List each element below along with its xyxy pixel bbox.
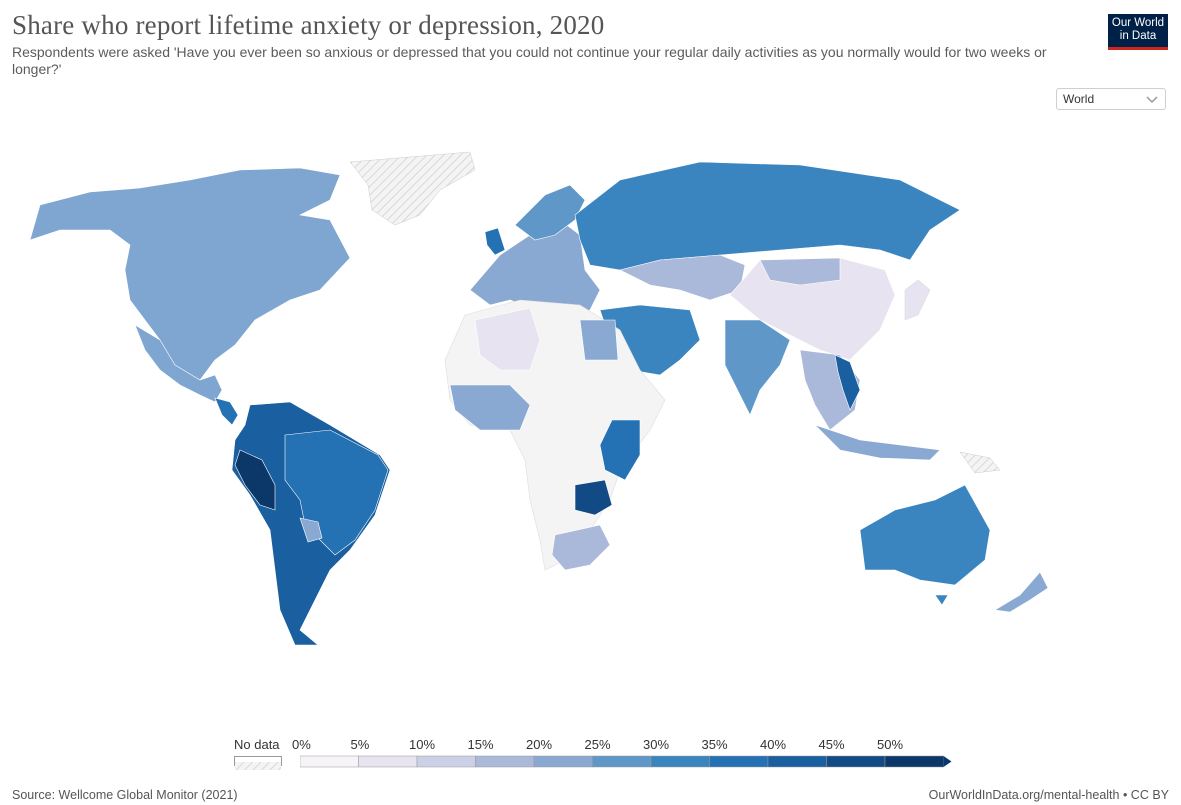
legend-no-data-label: No data: [234, 737, 280, 752]
legend-tick-label: 45%: [818, 737, 845, 752]
region-peru[interactable]: [234, 449, 276, 511]
legend-tick-label: 20%: [526, 737, 553, 752]
region-select[interactable]: World: [1056, 88, 1166, 110]
region-indonesia[interactable]: [814, 424, 941, 461]
legend-tick-label: 25%: [584, 737, 611, 752]
chevron-down-icon: [1146, 96, 1158, 104]
legend-bin[interactable]: [300, 755, 359, 768]
region-australia[interactable]: [859, 484, 991, 586]
legend-bin[interactable]: [767, 755, 827, 768]
legend-bin[interactable]: [475, 755, 535, 768]
legend-arrow-icon: [943, 756, 952, 767]
footer-url[interactable]: OurWorldInData.org/mental-health • CC BY: [928, 788, 1169, 802]
region-paraguay[interactable]: [299, 517, 323, 543]
region-central-america[interactable]: [214, 397, 239, 426]
region-vietnam[interactable]: [834, 354, 861, 411]
legend-tick-label: 15%: [467, 737, 494, 752]
owid-logo[interactable]: Our World in Data: [1108, 14, 1168, 50]
region-north-america[interactable]: [29, 167, 351, 381]
legend-bin[interactable]: [358, 755, 418, 768]
legend-bin[interactable]: [533, 755, 593, 768]
region-select-value: World: [1063, 92, 1095, 106]
region-south-africa[interactable]: [551, 524, 611, 571]
region-egypt[interactable]: [579, 319, 619, 361]
legend-bin[interactable]: [592, 755, 652, 768]
legend-tick-label: 0%: [292, 737, 311, 752]
legend-tick-label: 35%: [701, 737, 728, 752]
region-scandinavia[interactable]: [514, 184, 586, 241]
region-tasmania[interactable]: [934, 594, 949, 606]
region-greenland[interactable]: [349, 151, 476, 226]
region-mongolia[interactable]: [759, 257, 841, 286]
region-east-africa[interactable]: [599, 419, 641, 481]
legend-color-bar: [300, 755, 952, 768]
legend-bin[interactable]: [416, 755, 476, 768]
logo-line-1: Our World: [1111, 17, 1165, 29]
legend-tick-label: 50%: [877, 737, 904, 752]
region-india[interactable]: [724, 319, 791, 416]
source-text[interactable]: Source: Wellcome Global Monitor (2021): [12, 788, 238, 802]
legend-tick-label: 40%: [760, 737, 787, 752]
legend-bin[interactable]: [709, 755, 769, 768]
region-uk[interactable]: [484, 227, 506, 256]
region-papua-new-guinea[interactable]: [959, 451, 1001, 474]
legend-no-data-swatch[interactable]: [234, 756, 282, 770]
legend-tick-label: 5%: [350, 737, 370, 752]
region-north-africa[interactable]: [474, 307, 541, 371]
region-new-zealand[interactable]: [994, 571, 1049, 613]
legend-bin[interactable]: [826, 755, 886, 768]
world-map[interactable]: [0, 140, 1181, 660]
region-mexico[interactable]: [134, 324, 223, 403]
legend-tick-label: 10%: [409, 737, 436, 752]
chart-subtitle: Respondents were asked 'Have you ever be…: [12, 44, 1047, 77]
legend-bin[interactable]: [884, 755, 944, 768]
region-west-africa[interactable]: [449, 384, 531, 431]
region-russia[interactable]: [574, 161, 961, 271]
chart-title: Share who report lifetime anxiety or dep…: [12, 10, 605, 40]
region-japan[interactable]: [904, 279, 931, 321]
legend-tick-label: 30%: [643, 737, 670, 752]
logo-line-2: in Data: [1119, 30, 1157, 42]
region-zambia[interactable]: [574, 479, 613, 516]
legend-bin[interactable]: [650, 755, 710, 768]
